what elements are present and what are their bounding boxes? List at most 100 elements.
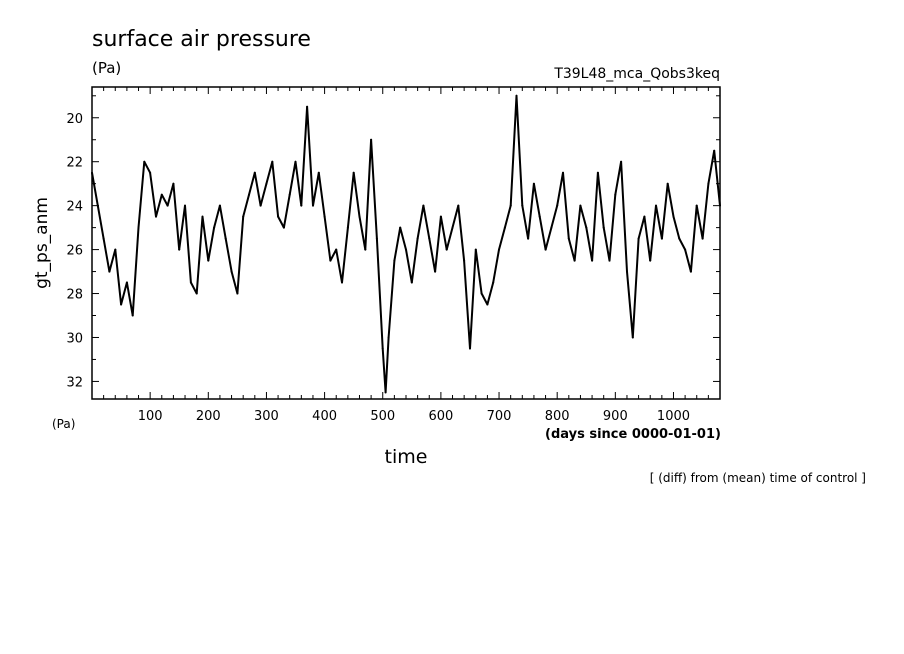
y-tick-label: 24 xyxy=(66,200,83,215)
data-point xyxy=(428,237,431,240)
data-point xyxy=(213,226,216,229)
data-point xyxy=(532,182,535,185)
data-point xyxy=(416,237,419,240)
data-point xyxy=(230,270,233,273)
x-axis-unit: (days since 0000-01-01) xyxy=(545,427,721,442)
data-point xyxy=(381,347,384,350)
data-point xyxy=(498,248,500,251)
data-point xyxy=(620,160,623,163)
data-point xyxy=(695,204,698,207)
data-point xyxy=(544,248,547,251)
data-point xyxy=(707,182,710,185)
data-point xyxy=(306,105,309,108)
data-point xyxy=(585,226,588,229)
title-unit: (Pa) xyxy=(92,59,121,77)
series-points xyxy=(91,94,721,394)
x-tick-label: 300 xyxy=(254,409,279,424)
data-point xyxy=(341,281,343,284)
data-point xyxy=(102,237,105,240)
x-tick-label: 200 xyxy=(196,409,221,424)
data-point xyxy=(143,160,146,163)
data-point xyxy=(195,292,198,295)
data-point xyxy=(445,248,448,251)
data-point xyxy=(689,270,692,273)
y-tick-label: 30 xyxy=(66,331,83,346)
data-point xyxy=(329,259,332,262)
diff-note: [ (diff) from (mean) time of control ] xyxy=(650,471,866,485)
data-point xyxy=(207,259,210,262)
data-point xyxy=(643,215,646,218)
chart-title: surface air pressure xyxy=(92,27,311,52)
data-point xyxy=(666,182,669,185)
data-point xyxy=(242,215,245,218)
data-point xyxy=(463,259,466,262)
data-point xyxy=(573,259,576,262)
data-point xyxy=(189,281,192,284)
x-tick-label: 1000 xyxy=(657,409,690,424)
data-point xyxy=(172,182,175,185)
y-tick-label: 20 xyxy=(66,112,83,127)
data-point xyxy=(527,237,530,240)
data-point xyxy=(399,226,402,229)
x-tick-label: 800 xyxy=(545,409,570,424)
data-point xyxy=(312,204,314,207)
data-point xyxy=(567,237,570,240)
data-point xyxy=(410,281,413,284)
data-point xyxy=(137,226,140,229)
data-point xyxy=(277,215,280,218)
x-axis-label: time xyxy=(385,446,428,468)
data-point xyxy=(282,226,285,229)
data-point xyxy=(294,160,297,163)
data-point xyxy=(660,237,663,240)
data-point xyxy=(108,270,111,273)
data-point xyxy=(486,303,489,306)
data-point xyxy=(579,204,582,207)
data-point xyxy=(637,237,640,240)
data-point xyxy=(96,204,99,207)
data-point xyxy=(457,204,460,207)
data-point xyxy=(160,193,163,196)
data-point xyxy=(201,215,204,218)
y-axis-tick-labels: 20 22 24 26 28 30 32 xyxy=(66,112,83,391)
data-point xyxy=(259,204,262,207)
data-point xyxy=(439,215,442,218)
x-tick-label: 500 xyxy=(370,409,395,424)
data-point xyxy=(562,171,564,174)
data-point xyxy=(405,248,407,251)
data-point xyxy=(253,171,256,174)
data-point xyxy=(370,138,373,141)
data-point xyxy=(596,171,599,174)
x-tick-label: 900 xyxy=(603,409,628,424)
data-point xyxy=(591,259,594,262)
data-point xyxy=(91,171,93,174)
data-point xyxy=(474,248,477,251)
data-point xyxy=(684,248,687,251)
data-point xyxy=(655,204,657,207)
data-point xyxy=(678,237,681,240)
data-point xyxy=(120,303,123,306)
x-tick-label: 600 xyxy=(428,409,453,424)
data-point xyxy=(509,204,512,207)
data-point xyxy=(422,204,425,207)
data-point xyxy=(358,215,361,218)
data-point xyxy=(114,248,117,251)
y-axis-unit: (Pa) xyxy=(52,417,75,431)
data-point xyxy=(224,237,227,240)
data-point xyxy=(393,259,396,262)
y-axis-ticks xyxy=(92,95,720,382)
data-point xyxy=(701,237,704,240)
x-tick-label: 700 xyxy=(487,409,512,424)
data-point xyxy=(166,204,169,207)
data-point xyxy=(300,204,303,207)
data-point xyxy=(649,259,652,262)
data-point xyxy=(713,149,716,152)
data-point xyxy=(236,292,239,295)
data-point xyxy=(364,248,367,251)
data-point xyxy=(317,171,320,174)
data-point xyxy=(178,248,181,251)
data-point xyxy=(550,226,553,229)
data-point xyxy=(515,94,518,97)
y-axis-label: gt_ps_anm xyxy=(32,197,52,289)
data-point xyxy=(155,215,157,218)
